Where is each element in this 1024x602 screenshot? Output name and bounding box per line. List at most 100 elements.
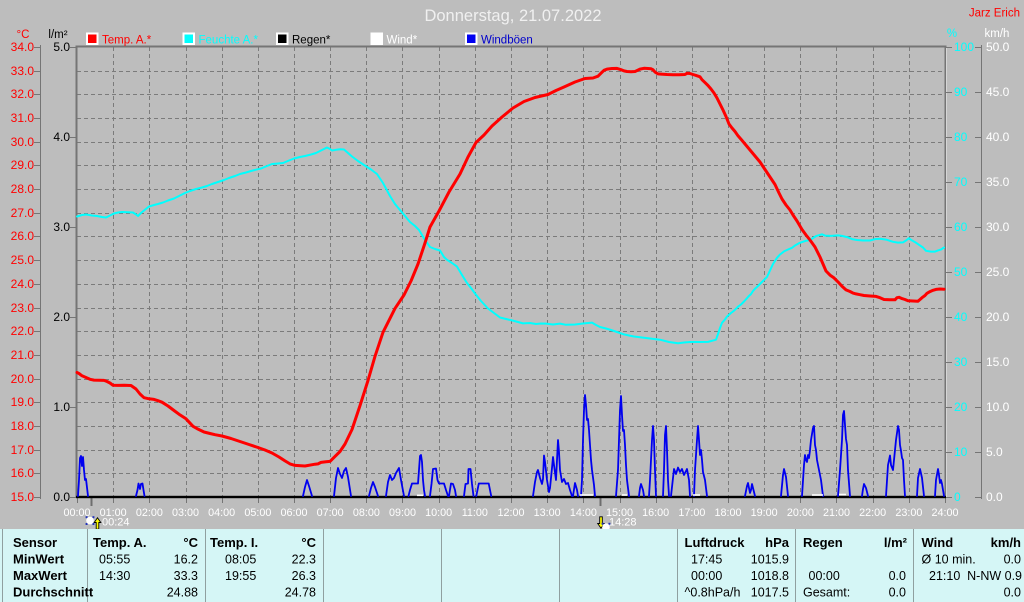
svg-text:30: 30	[954, 355, 968, 369]
svg-text:90: 90	[954, 85, 968, 99]
svg-text:24.0: 24.0	[11, 277, 35, 291]
svg-text:3.0: 3.0	[53, 220, 70, 234]
svg-text:60: 60	[954, 220, 968, 234]
svg-text:0.0: 0.0	[1004, 586, 1021, 600]
svg-text:MinWert: MinWert	[13, 552, 65, 567]
svg-text:23:00: 23:00	[895, 507, 922, 519]
svg-text:08:05: 08:05	[225, 553, 256, 567]
svg-text:01:00: 01:00	[100, 507, 127, 519]
svg-text:19.0: 19.0	[11, 395, 35, 409]
svg-text:Temp. A.*: Temp. A.*	[102, 35, 152, 47]
svg-text:15:00: 15:00	[606, 507, 633, 519]
svg-text:0.0: 0.0	[1004, 553, 1021, 567]
svg-text:100: 100	[954, 40, 974, 54]
svg-text:Feuchte A.*: Feuchte A.*	[199, 35, 259, 47]
svg-text:33.3: 33.3	[174, 569, 198, 583]
svg-text:5.0: 5.0	[53, 40, 70, 54]
svg-text:km/h: km/h	[991, 535, 1021, 550]
svg-text:14:30: 14:30	[99, 569, 130, 583]
svg-text:20.0: 20.0	[11, 372, 35, 386]
svg-text:35.0: 35.0	[986, 175, 1010, 189]
svg-text:km/h: km/h	[985, 28, 1010, 40]
svg-text:40: 40	[954, 310, 968, 324]
svg-text:°C: °C	[17, 29, 30, 41]
svg-text:l/m²: l/m²	[48, 29, 67, 41]
svg-text:20: 20	[954, 400, 968, 414]
svg-text:10:00: 10:00	[425, 507, 452, 519]
svg-text:Windböen: Windböen	[481, 35, 533, 47]
svg-text:0.0: 0.0	[889, 586, 906, 600]
svg-text:0.0: 0.0	[53, 490, 70, 504]
svg-text:2.0: 2.0	[53, 310, 70, 324]
svg-text:21:00: 21:00	[823, 507, 850, 519]
svg-text:l/m²: l/m²	[884, 535, 908, 550]
svg-text:70: 70	[954, 175, 968, 189]
svg-text:09:00: 09:00	[389, 507, 416, 519]
svg-text:10.0: 10.0	[986, 400, 1010, 414]
svg-text:Wind: Wind	[922, 535, 954, 550]
svg-text:0.0: 0.0	[986, 490, 1003, 504]
svg-text:12:00: 12:00	[497, 507, 524, 519]
svg-text:25.0: 25.0	[11, 253, 35, 267]
svg-text:5.0: 5.0	[986, 445, 1003, 459]
svg-text:26.3: 26.3	[292, 569, 316, 583]
svg-text:33.0: 33.0	[11, 64, 35, 78]
svg-text:%: %	[947, 28, 957, 40]
svg-text:11:00: 11:00	[462, 507, 488, 519]
svg-text:^0.8hPa/h: ^0.8hPa/h	[685, 586, 741, 600]
svg-text:19:55: 19:55	[225, 569, 256, 583]
svg-text:00:00: 00:00	[809, 569, 840, 583]
svg-text:03:00: 03:00	[172, 507, 199, 519]
svg-text:Luftdruck: Luftdruck	[685, 535, 746, 550]
svg-text:05:00: 05:00	[244, 507, 271, 519]
svg-text:21:10: 21:10	[929, 569, 960, 583]
svg-text:22.3: 22.3	[292, 553, 316, 567]
svg-text:07:00: 07:00	[317, 507, 344, 519]
svg-text:N-NW 0.9: N-NW 0.9	[967, 569, 1022, 583]
svg-text:Sensor: Sensor	[13, 535, 57, 550]
svg-text:Jarz Erich: Jarz Erich	[969, 8, 1020, 20]
svg-text:°C: °C	[183, 535, 198, 550]
svg-text:Regen: Regen	[803, 535, 843, 550]
svg-text:18:00: 18:00	[714, 507, 741, 519]
svg-text:0.0: 0.0	[889, 569, 906, 583]
svg-text:80: 80	[954, 130, 968, 144]
svg-text:24.78: 24.78	[285, 586, 316, 600]
svg-text:16:00: 16:00	[642, 507, 669, 519]
svg-text:17:45: 17:45	[691, 553, 722, 567]
svg-text:22.0: 22.0	[11, 324, 35, 338]
svg-text:15.0: 15.0	[11, 490, 35, 504]
svg-text:MaxWert: MaxWert	[13, 568, 68, 583]
svg-text:16.2: 16.2	[174, 553, 198, 567]
svg-text:05:55: 05:55	[99, 553, 130, 567]
svg-text:27.0: 27.0	[11, 206, 35, 220]
svg-text:24.88: 24.88	[167, 586, 198, 600]
svg-text:1.0: 1.0	[53, 400, 70, 414]
svg-text:30.0: 30.0	[986, 220, 1010, 234]
svg-text:32.0: 32.0	[11, 87, 35, 101]
svg-text:Gesamt:: Gesamt:	[803, 586, 850, 600]
svg-text:1017.5: 1017.5	[751, 586, 789, 600]
svg-text:18.0: 18.0	[11, 419, 35, 433]
svg-text:06:00: 06:00	[280, 507, 307, 519]
svg-text:0: 0	[954, 490, 961, 504]
svg-text:25.0: 25.0	[986, 265, 1010, 279]
svg-text:4.0: 4.0	[53, 130, 70, 144]
svg-text:31.0: 31.0	[11, 111, 35, 125]
svg-text:02:00: 02:00	[136, 507, 163, 519]
svg-text:26.0: 26.0	[11, 229, 35, 243]
svg-text:17.0: 17.0	[11, 443, 35, 457]
svg-text:Ø 10 min.: Ø 10 min.	[922, 553, 976, 567]
svg-text:20.0: 20.0	[986, 310, 1010, 324]
svg-text:Temp. I.: Temp. I.	[210, 535, 258, 550]
svg-text:00:00: 00:00	[691, 569, 722, 583]
svg-text:Donnerstag, 21.07.2022: Donnerstag, 21.07.2022	[424, 7, 601, 25]
svg-text:08:00: 08:00	[353, 507, 380, 519]
svg-text:00:00: 00:00	[63, 507, 90, 519]
svg-text:14:00: 14:00	[570, 507, 597, 519]
svg-text:40.0: 40.0	[986, 130, 1010, 144]
svg-text:17:00: 17:00	[678, 507, 705, 519]
svg-text:°C: °C	[301, 535, 316, 550]
svg-text:45.0: 45.0	[986, 85, 1010, 99]
svg-text:14:28: 14:28	[609, 517, 637, 529]
